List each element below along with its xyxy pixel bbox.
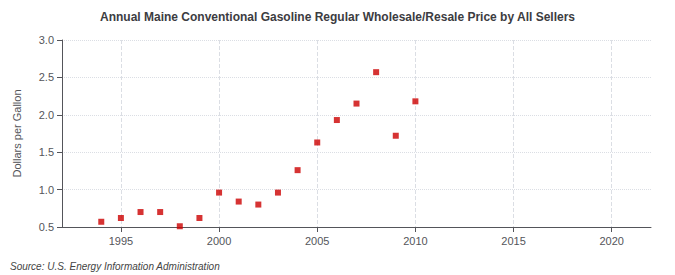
svg-text:0.5: 0.5 xyxy=(39,221,54,233)
svg-text:Source: U.S. Energy Informatio: Source: U.S. Energy Information Administ… xyxy=(10,261,220,272)
svg-text:2020: 2020 xyxy=(599,235,623,247)
svg-text:1.0: 1.0 xyxy=(39,184,54,196)
svg-text:2.0: 2.0 xyxy=(39,109,54,121)
svg-text:2010: 2010 xyxy=(403,235,427,247)
svg-text:2015: 2015 xyxy=(501,235,525,247)
svg-text:2000: 2000 xyxy=(207,235,231,247)
svg-text:2005: 2005 xyxy=(305,235,329,247)
svg-text:2.5: 2.5 xyxy=(39,71,54,83)
svg-text:1995: 1995 xyxy=(109,235,133,247)
svg-text:3.0: 3.0 xyxy=(39,34,54,46)
svg-text:1.5: 1.5 xyxy=(39,146,54,158)
svg-text:Dollars per Gallon: Dollars per Gallon xyxy=(11,89,23,177)
svg-text:Annual Maine Conventional Gaso: Annual Maine Conventional Gasoline Regul… xyxy=(100,10,575,24)
